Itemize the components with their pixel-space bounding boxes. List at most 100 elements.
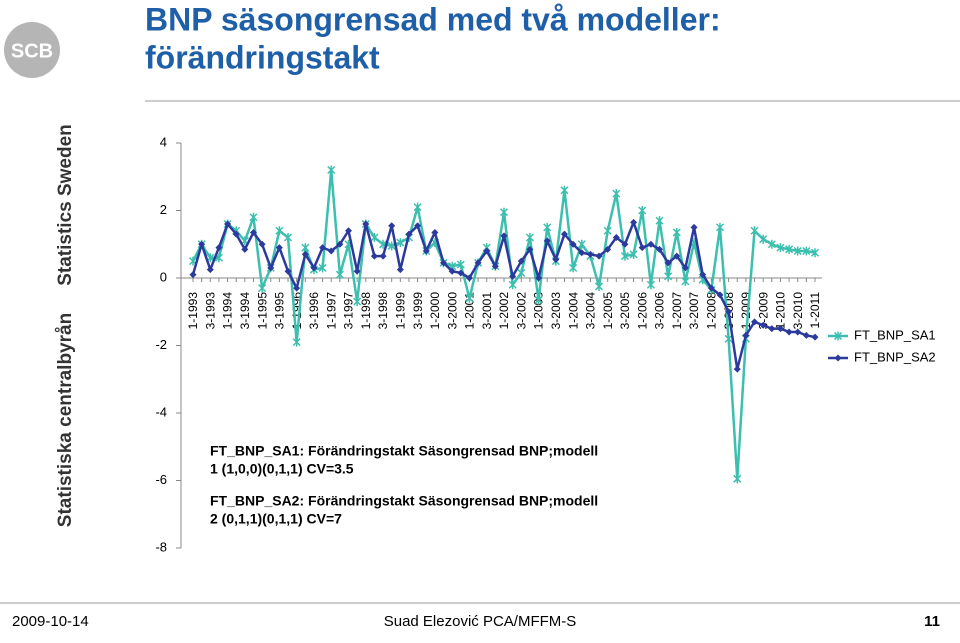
data-point	[776, 243, 785, 253]
logo-text: SCB	[11, 40, 53, 62]
data-point	[603, 226, 612, 236]
x-tick-label: 1-2000	[428, 292, 442, 330]
data-point	[742, 331, 750, 339]
x-tick-label: 3-2006	[653, 292, 667, 330]
x-tick-label: 3-1995	[273, 292, 287, 330]
x-tick-label: 1-1997	[324, 292, 338, 330]
data-point	[664, 259, 672, 267]
data-point	[681, 264, 689, 272]
data-point	[283, 233, 293, 242]
data-point	[405, 230, 413, 238]
data-point	[672, 227, 681, 237]
x-tick-label: 3-1994	[238, 292, 252, 330]
data-point	[301, 250, 309, 258]
data-point	[293, 284, 301, 292]
x-tick-label: 3-2001	[480, 292, 494, 330]
data-point	[707, 284, 715, 292]
data-point	[733, 474, 742, 484]
x-tick-label: 3-2003	[549, 292, 563, 330]
data-point	[629, 249, 638, 259]
data-point	[716, 291, 724, 299]
data-point	[336, 240, 344, 248]
data-point	[535, 274, 543, 282]
data-point	[690, 223, 698, 231]
x-tick-label: 3-2010	[791, 292, 805, 330]
data-point	[456, 260, 465, 269]
data-point	[335, 270, 344, 280]
data-point	[612, 189, 621, 199]
data-point	[379, 252, 387, 260]
data-point	[500, 232, 508, 240]
data-point	[604, 245, 612, 253]
data-point	[646, 280, 655, 290]
data-point	[258, 240, 266, 248]
data-point	[206, 266, 214, 274]
x-tick-label: 3-2000	[445, 292, 459, 330]
data-point	[552, 255, 560, 263]
data-point	[785, 328, 793, 336]
y-tick-label: -2	[155, 337, 167, 352]
data-point	[431, 228, 439, 236]
data-point	[491, 262, 499, 270]
data-point	[594, 281, 604, 291]
data-point	[630, 218, 638, 226]
data-point	[267, 264, 275, 272]
legend-label: FT_BNP_SA2	[854, 349, 936, 364]
data-point	[724, 334, 733, 344]
data-point	[620, 251, 629, 261]
data-point	[249, 212, 258, 222]
data-point	[759, 321, 767, 329]
data-point	[292, 337, 301, 347]
data-point	[483, 247, 491, 255]
x-tick-label: 1-2011	[808, 292, 822, 329]
data-point	[457, 269, 465, 277]
data-point	[647, 240, 655, 248]
slide-title: förändringstakt	[145, 39, 380, 75]
x-tick-label: 1-1994	[221, 292, 235, 330]
data-point	[833, 331, 843, 341]
logo-circle	[4, 22, 60, 78]
x-tick-label: 1-1995	[255, 292, 269, 330]
x-tick-label: 3-1993	[203, 292, 217, 330]
x-tick-label: 3-2007	[687, 292, 701, 330]
x-tick-label: 3-2005	[618, 292, 632, 330]
data-point	[414, 222, 422, 230]
data-point	[569, 240, 577, 248]
data-point	[396, 238, 405, 248]
data-point	[785, 244, 794, 254]
annotation: FT_BNP_SA1: Förändringstakt Säsongrensad…	[210, 443, 598, 459]
data-point	[370, 252, 378, 260]
data-point	[474, 259, 482, 267]
data-point	[751, 318, 759, 326]
data-point	[655, 216, 664, 226]
data-point	[811, 333, 819, 341]
slide-title: BNP säsongrensad med två modeller:	[145, 1, 721, 37]
data-point	[577, 239, 586, 249]
x-tick-label: 3-1998	[376, 292, 390, 330]
data-point	[440, 259, 448, 267]
page-number: 11	[924, 613, 940, 630]
x-tick-label: 1-2005	[601, 292, 615, 330]
x-tick-label: 1-2008	[705, 292, 719, 330]
y-tick-label: 2	[160, 202, 167, 217]
data-point	[224, 220, 232, 228]
data-point	[560, 185, 569, 195]
data-point	[733, 365, 741, 373]
x-tick-label: 1-1993	[186, 292, 200, 330]
data-point	[327, 247, 335, 255]
data-point	[664, 271, 673, 281]
data-point	[621, 240, 629, 248]
data-point	[448, 267, 456, 275]
legend-label: FT_BNP_SA1	[854, 327, 936, 342]
data-point	[802, 331, 810, 339]
data-point	[275, 226, 284, 236]
x-tick-label: 1-2003	[532, 292, 546, 330]
data-point	[526, 245, 534, 253]
data-point	[422, 247, 430, 255]
x-tick-label: 3-2009	[756, 292, 770, 330]
data-point	[345, 227, 352, 235]
data-point	[465, 274, 473, 282]
x-tick-label: 3-1999	[411, 292, 425, 330]
